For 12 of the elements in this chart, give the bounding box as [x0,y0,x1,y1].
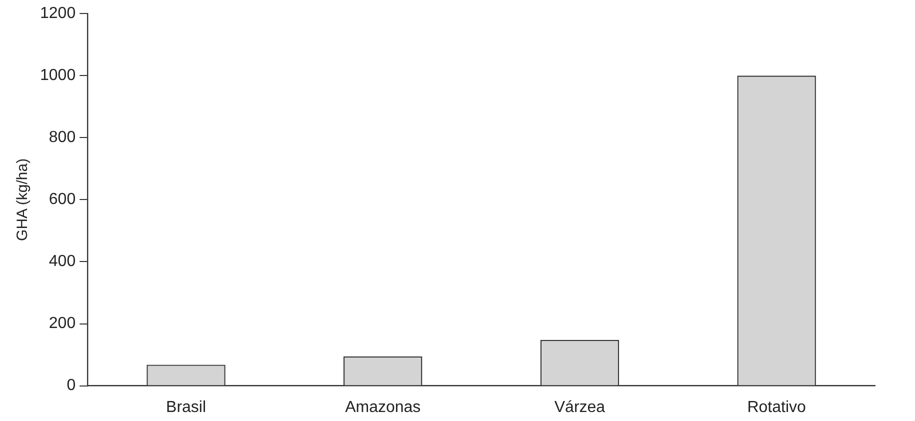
y-tick-label: 400 [48,253,76,270]
y-axis-title: GHA (kg/ha) [14,158,32,241]
y-tick-label: 800 [48,129,76,146]
x-tick-label: Várzea [554,398,606,416]
y-tick-label: 200 [48,315,76,332]
y-tick-label: 600 [48,191,76,208]
x-tick-label: Brasil [166,398,206,416]
x-tick-label: Amazonas [345,398,421,416]
y-tick-label: 1200 [40,5,76,22]
y-tick-label: 1000 [40,67,76,84]
y-tick-label: 0 [66,377,76,394]
x-tick-label: Rotativo [747,398,806,416]
